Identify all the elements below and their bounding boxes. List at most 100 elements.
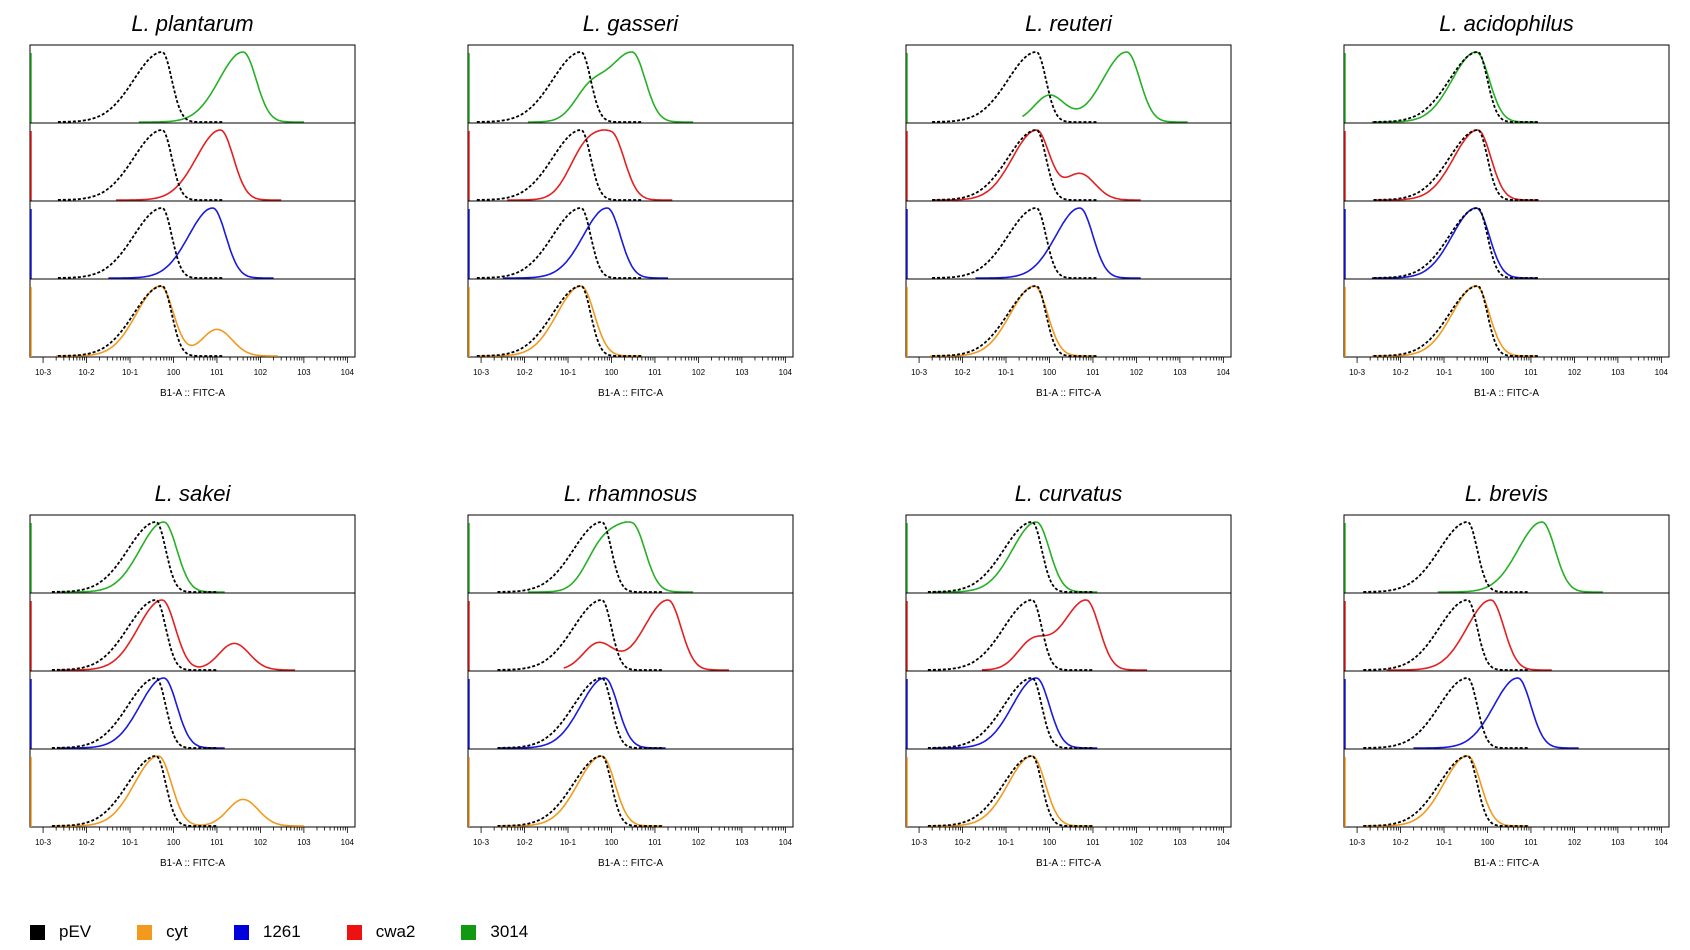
legend-label-3014: 3014	[490, 922, 529, 941]
series-curve-cwa2	[932, 129, 1141, 201]
x-tick-label: 102	[1130, 368, 1144, 377]
x-tick-label: 104	[1217, 368, 1231, 377]
control-curve-pev	[476, 129, 642, 201]
x-tick-label: 104	[1217, 838, 1231, 847]
histogram-row-1261	[29, 670, 356, 750]
series-curve-cwa2	[507, 129, 673, 201]
panel-l-acidophilus: L. acidophilus 10-3 10-2 10-1 100 101 102 103 10…	[1343, 11, 1670, 399]
x-tick-label: 100	[1481, 368, 1495, 377]
panel-l-plantarum: L. plantarum 10-3 10-2 10-1 100 101 102 103 104 B…	[29, 11, 356, 399]
x-tick-label: 10-3	[911, 368, 928, 377]
legend-label-1261: 1261	[262, 922, 301, 941]
legend-swatch-cwa2	[346, 924, 362, 940]
histogram-row-1261	[905, 670, 1232, 750]
control-curve-pev	[497, 755, 663, 827]
row-frame	[29, 514, 356, 594]
x-tick-label: 10-2	[79, 368, 96, 377]
control-curve-pev	[1363, 677, 1529, 749]
series-curve-cwa2	[1386, 599, 1552, 671]
histogram-row-3014	[905, 44, 1232, 124]
x-tick-label: 10-1	[122, 838, 139, 847]
row-frame	[29, 592, 356, 672]
histogram-row-cyt	[467, 748, 794, 828]
series-curve-1261	[1371, 207, 1537, 279]
panel-l-gasseri: L. gasseri 10-3 10-2 10-1 100 101 102 103 104 B1-…	[467, 11, 794, 399]
x-tick-label: 10-2	[1393, 368, 1410, 377]
control-curve-pev	[51, 599, 217, 671]
panel-title: L. gasseri	[583, 11, 679, 36]
control-curve-pev	[497, 677, 663, 749]
x-axis-label: B1-A :: FITC-A	[598, 858, 663, 869]
series-curve-3014	[932, 521, 1098, 593]
x-tick-label: 10-1	[1436, 368, 1453, 377]
row-frame	[905, 200, 1232, 280]
x-axis-label: B1-A :: FITC-A	[598, 388, 663, 399]
x-tick-label: 10-1	[998, 838, 1015, 847]
legend-item-cwa2: cwa2	[346, 922, 415, 942]
legend-item-cyt: cyt	[137, 922, 188, 942]
histogram-row-3014	[467, 514, 794, 594]
row-frame	[1343, 278, 1670, 358]
x-tick-label: 102	[254, 368, 268, 377]
series-curve-cwa2	[116, 129, 282, 201]
control-curve-pev	[927, 755, 1093, 827]
control-curve-pev	[57, 129, 223, 201]
x-tick-label: 100	[167, 368, 181, 377]
row-frame	[29, 200, 356, 280]
x-tick-label: 104	[341, 368, 355, 377]
histogram-row-cwa2	[905, 592, 1232, 672]
x-tick-label: 102	[254, 838, 268, 847]
series-curve-3014	[59, 521, 225, 593]
legend-label-cyt: cyt	[166, 922, 188, 941]
series-curve-cyt	[476, 285, 642, 357]
x-tick-label: 103	[297, 838, 311, 847]
control-curve-pev	[476, 51, 642, 123]
x-tick-label: 10-2	[517, 368, 534, 377]
series-curve-1261	[1413, 677, 1579, 749]
row-frame	[1343, 200, 1670, 280]
histogram-row-cyt	[467, 278, 794, 358]
histogram-row-1261	[29, 200, 356, 280]
x-tick-label: 10-2	[79, 838, 96, 847]
histogram-row-cwa2	[1343, 122, 1670, 202]
x-tick-label: 100	[605, 368, 619, 377]
x-tick-label: 101	[210, 838, 224, 847]
x-tick-label: 101	[648, 368, 662, 377]
x-tick-label: 103	[297, 368, 311, 377]
x-tick-label: 103	[735, 838, 749, 847]
histogram-row-3014	[467, 44, 794, 124]
x-tick-label: 10-3	[473, 368, 490, 377]
x-tick-label: 102	[692, 838, 706, 847]
row-frame	[1343, 514, 1670, 594]
control-curve-pev	[932, 129, 1098, 201]
legend-swatch-pev	[30, 924, 45, 940]
control-curve-pev	[927, 599, 1093, 671]
x-tick-label: 100	[1481, 838, 1495, 847]
control-curve-pev	[1373, 207, 1539, 279]
panel-l-rhamnosus: L. rhamnosus 10-3 10-2 10-1 100 101 102 103 104 B…	[467, 481, 794, 869]
control-curve-pev	[932, 207, 1098, 279]
x-tick-label: 103	[1173, 838, 1187, 847]
control-curve-pev	[1363, 599, 1529, 671]
legend-label-pev: pEV	[59, 922, 92, 941]
histogram-row-1261	[1343, 200, 1670, 280]
histogram-row-3014	[905, 514, 1232, 594]
series-curve-3014	[1022, 51, 1188, 123]
series-curve-cyt	[1371, 285, 1537, 357]
control-curve-pev	[497, 521, 663, 593]
x-tick-label: 102	[1568, 838, 1582, 847]
control-curve-pev	[1363, 755, 1529, 827]
control-curve-pev	[1373, 51, 1539, 123]
x-tick-label: 10-2	[955, 368, 972, 377]
x-axis-label: B1-A :: FITC-A	[1036, 858, 1101, 869]
x-tick-label: 102	[692, 368, 706, 377]
row-frame	[905, 748, 1232, 828]
histogram-row-cyt	[905, 278, 1232, 358]
row-frame	[467, 122, 794, 202]
series-curve-1261	[932, 677, 1098, 749]
histogram-row-cwa2	[1343, 592, 1670, 672]
panel-l-brevis: L. brevis 10-3 10-2 10-1 100 101 102 103 104 B1-A…	[1343, 481, 1670, 869]
control-curve-pev	[1373, 129, 1539, 201]
histogram-row-cwa2	[29, 592, 356, 672]
